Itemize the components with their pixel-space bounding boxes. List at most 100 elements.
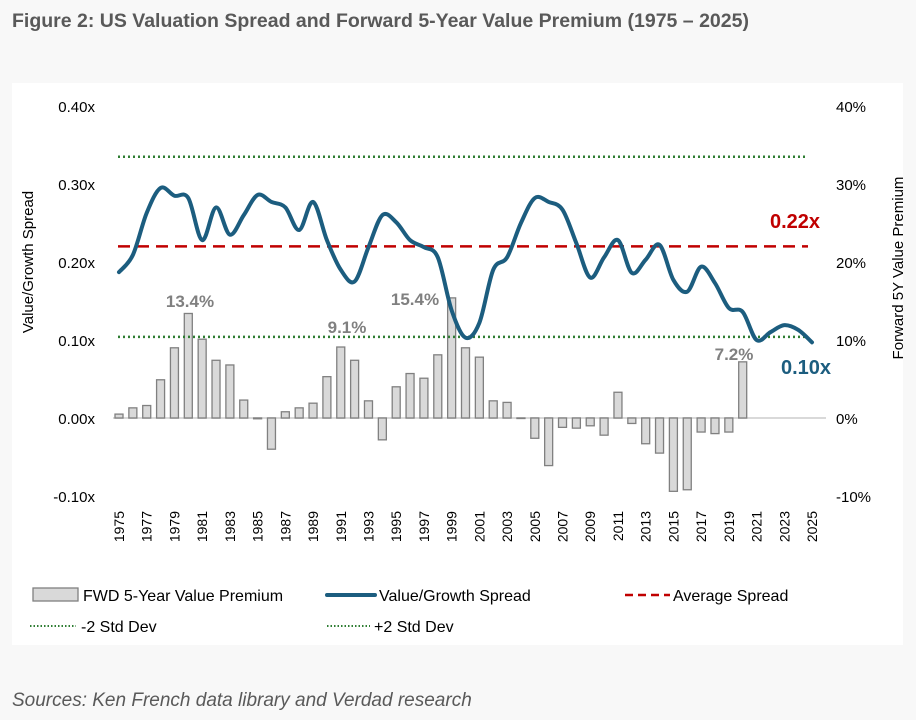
chart-panel [12, 83, 903, 645]
premium-bar [266, 417, 277, 450]
premium-bar [294, 407, 304, 419]
premium-bar [183, 312, 193, 419]
premium-bar [308, 402, 318, 419]
premium-bar [502, 401, 512, 419]
premium-bar [211, 359, 221, 419]
premium-bar [544, 417, 554, 467]
x-axis-tick-label: 1997 [416, 511, 432, 542]
premium-bar [557, 417, 568, 429]
premium-bar [349, 359, 360, 419]
x-axis-tick-label: 2017 [693, 511, 709, 542]
legend-label: Average Spread [673, 588, 788, 605]
x-axis-tick-label: 1999 [444, 511, 460, 542]
left-axis-tick-label: 0.10x [58, 333, 95, 350]
premium-bar [252, 417, 263, 420]
x-axis-tick-label: 2011 [610, 511, 626, 541]
figure-title: Figure 2: US Valuation Spread and Forwar… [12, 10, 749, 32]
premium-bar [516, 417, 526, 420]
x-axis-tick-label: 2015 [665, 511, 681, 542]
x-axis-tick-label: 1989 [305, 511, 321, 542]
right-axis-title: Forward 5Y Value Premium [890, 177, 907, 360]
right-axis-tick-label: 40% [836, 99, 866, 116]
premium-bar [599, 417, 609, 436]
premium-bar [488, 400, 498, 419]
premium-bar [114, 413, 124, 419]
left-axis-tick-label: 0.20x [58, 255, 95, 272]
premium-bar [654, 417, 665, 454]
bar-data-label: 7.2% [715, 345, 754, 364]
latest-value-label: 0.10x [781, 357, 831, 379]
premium-bar [363, 400, 374, 419]
average-value-label: 0.22x [770, 211, 820, 233]
premium-bar [710, 417, 720, 435]
premium-bar [627, 417, 637, 425]
premium-bar [696, 417, 706, 433]
premium-bar [613, 391, 623, 419]
x-axis-tick-label: 1977 [139, 511, 155, 542]
x-axis-tick-label: 2007 [555, 511, 571, 542]
right-axis-tick-label: 0% [836, 411, 858, 428]
source-note: Sources: Ken French data library and Ver… [12, 690, 472, 711]
spread-line [117, 185, 814, 345]
premium-bar [128, 407, 138, 419]
x-axis-tick-label: 1981 [194, 511, 210, 542]
x-axis-tick-label: 2023 [776, 511, 792, 542]
left-axis-title: Value/Growth Spread [20, 191, 37, 333]
left-axis-tick-label: -0.10x [53, 489, 95, 506]
legend-label: FWD 5-Year Value Premium [83, 588, 283, 605]
premium-bar [474, 356, 485, 419]
premium-bar [280, 411, 290, 419]
bar-data-label: 15.4% [391, 290, 439, 309]
premium-bar [571, 417, 582, 429]
premium-bar [391, 386, 401, 419]
legend-swatch-bars [32, 587, 79, 602]
premium-bar [197, 338, 207, 419]
x-axis-tick-label: 1983 [222, 511, 238, 542]
x-axis-tick-label: 1991 [333, 511, 349, 542]
right-axis-tick-label: 20% [836, 255, 866, 272]
premium-bar [668, 417, 679, 492]
x-axis-tick-label: 1975 [111, 511, 127, 542]
legend-label: +2 Std Dev [374, 619, 454, 636]
right-axis-tick-label: 30% [836, 177, 866, 194]
bar-data-label: 9.1% [328, 318, 367, 337]
legend-label: Value/Growth Spread [379, 588, 531, 605]
premium-bar [530, 417, 540, 439]
premium-bar [460, 347, 471, 419]
premium-bar [446, 297, 457, 419]
x-axis-tick-label: 1985 [250, 511, 266, 542]
legend-label: -2 Std Dev [81, 619, 157, 636]
left-axis-tick-label: 0.40x [58, 99, 95, 116]
left-axis-tick-label: 0.30x [58, 177, 95, 194]
x-axis-tick-label: 2009 [582, 511, 598, 542]
x-axis-tick-label: 2001 [471, 511, 487, 542]
x-axis-tick-label: 2003 [499, 511, 515, 542]
x-axis-tick-label: 1979 [166, 511, 182, 542]
legend: FWD 5-Year Value Premium Value/Growth Spr… [30, 587, 788, 636]
premium-bar [641, 417, 651, 445]
left-axis-tick-label: 0.00x [58, 411, 95, 428]
x-axis-tick-label: 2021 [749, 511, 765, 542]
premium-bar [225, 364, 235, 419]
premium-bar [724, 417, 734, 433]
premium-bar [405, 372, 415, 419]
premium-bar [419, 377, 429, 419]
right-axis-tick-label: 10% [836, 333, 866, 350]
premium-bar [585, 417, 595, 427]
x-axis-tick-label: 2025 [804, 511, 820, 542]
premium-bar [155, 379, 166, 419]
premium-bar [239, 399, 249, 419]
bar-data-label: 13.4% [166, 292, 214, 311]
right-axis-tick-label: -10% [836, 489, 871, 506]
x-axis-tick-label: 1987 [277, 511, 293, 542]
premium-bar [738, 361, 748, 419]
x-axis-tick-label: 1995 [388, 511, 404, 542]
premium-bar [336, 346, 346, 419]
premium-bar [322, 376, 332, 419]
premium-bar [377, 417, 387, 441]
x-axis-tick-label: 2013 [638, 511, 654, 542]
premium-bar [169, 347, 180, 419]
premium-bar [682, 417, 692, 491]
x-axis-tick-label: 2005 [527, 511, 543, 542]
